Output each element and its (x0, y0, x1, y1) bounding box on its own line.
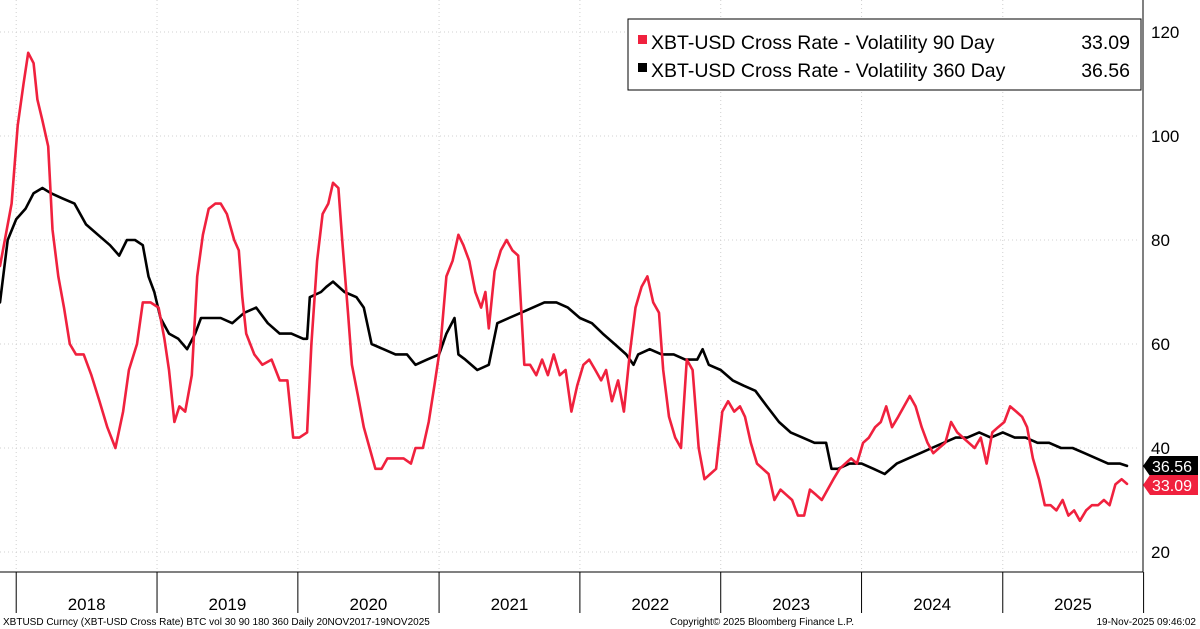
x-tick-label-2023: 2023 (772, 595, 810, 614)
x-tick-labels: 2018 2019 2020 2021 2022 2023 2024 2025 (15, 572, 1145, 614)
y-tick-labels: 20 40 60 80 100 120 (1151, 23, 1179, 562)
x-tick-label-2025: 2025 (1054, 595, 1092, 614)
footer-source: XBTUSD Curncy (XBT-USD Cross Rate) BTC v… (3, 617, 430, 628)
last-value-label-360-day: 36.56 (1143, 456, 1198, 476)
series-line-90-day (0, 51, 1129, 523)
last-value-marker-90-day (1143, 475, 1198, 495)
y-tick-label-80: 80 (1151, 231, 1170, 250)
y-tick-label-40: 40 (1151, 439, 1170, 458)
x-tick-label-2024: 2024 (913, 595, 951, 614)
legend: XBT-USD Cross Rate - Volatility 90 Day 3… (627, 18, 1142, 91)
x-tick-label-2020: 2020 (350, 595, 388, 614)
footer: XBTUSD Curncy (XBT-USD Cross Rate) BTC v… (3, 617, 1196, 628)
legend-label-90-day: XBT-USD Cross Rate - Volatility 90 Day (651, 32, 995, 54)
last-value-text-90-day: 33.09 (1152, 478, 1192, 495)
x-tick-label-2019: 2019 (209, 595, 247, 614)
legend-value-90-day: 33.09 (1081, 32, 1130, 54)
x-tick-label-2018: 2018 (68, 595, 106, 614)
last-value-label-90-day: 33.09 (1143, 475, 1198, 495)
series-lines (0, 51, 1129, 523)
y-tick-label-120: 120 (1151, 23, 1179, 42)
y-tick-label-100: 100 (1151, 127, 1179, 146)
x-tick-label-2022: 2022 (631, 595, 669, 614)
grid-lines (0, 0, 1140, 572)
last-value-labels: 36.56 33.09 (1143, 456, 1198, 495)
footer-copyright: Copyright© 2025 Bloomberg Finance L.P. (670, 617, 854, 628)
last-value-marker-360-day (1143, 456, 1198, 476)
legend-swatch-90-day (638, 35, 647, 44)
legend-box (627, 18, 1142, 91)
axes (0, 0, 1144, 573)
last-value-text-360-day: 36.56 (1152, 459, 1192, 476)
y-tick-label-60: 60 (1151, 335, 1170, 354)
y-tick-label-20: 20 (1151, 543, 1170, 562)
x-tick-label-2021: 2021 (491, 595, 529, 614)
legend-swatch-360-day (638, 63, 647, 72)
series-line-360-day (0, 186, 1129, 476)
legend-value-360-day: 36.56 (1081, 60, 1130, 82)
footer-timestamp: 19-Nov-2025 09:46:02 (1096, 617, 1196, 628)
legend-label-360-day: XBT-USD Cross Rate - Volatility 360 Day (651, 60, 1006, 82)
